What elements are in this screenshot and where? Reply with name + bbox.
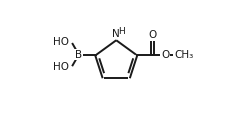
Text: O: O <box>161 50 169 60</box>
Text: B: B <box>75 50 82 60</box>
Text: N: N <box>112 29 120 39</box>
Text: O: O <box>148 30 156 40</box>
Text: HO: HO <box>53 37 69 47</box>
Text: HO: HO <box>53 62 69 72</box>
Text: H: H <box>118 27 125 36</box>
Text: CH₃: CH₃ <box>174 50 194 60</box>
